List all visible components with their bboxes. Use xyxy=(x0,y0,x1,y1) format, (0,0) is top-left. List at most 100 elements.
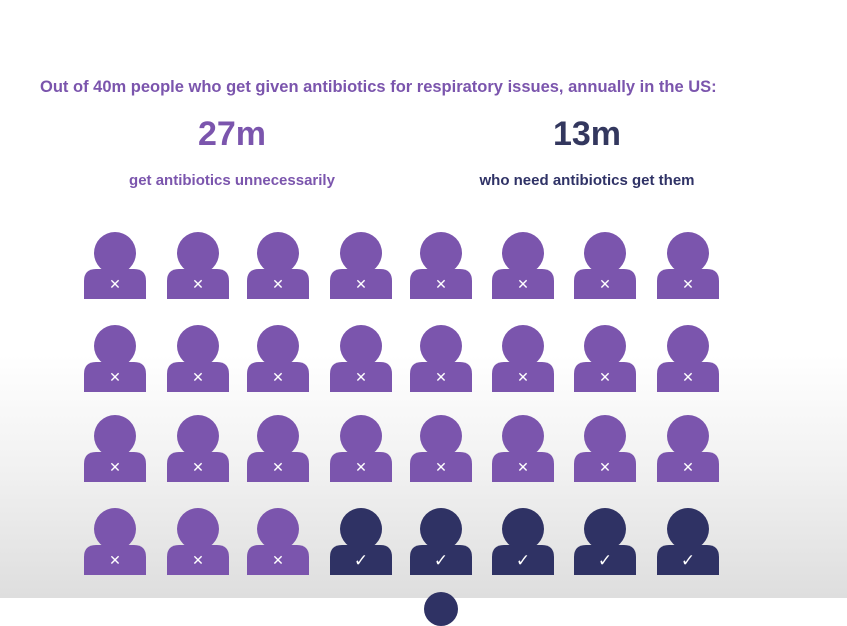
partial-person-icon xyxy=(424,592,458,626)
stat-unnecessary-value: 27m xyxy=(197,115,267,153)
person-body xyxy=(167,362,229,392)
person-body xyxy=(167,452,229,482)
check-icon: ✓ xyxy=(354,551,368,571)
person-body xyxy=(247,362,309,392)
cross-icon: ✕ xyxy=(109,277,121,293)
check-icon: ✓ xyxy=(681,551,695,571)
person-icon-unnecessary: ✕ xyxy=(574,232,636,299)
cross-icon: ✕ xyxy=(192,460,204,476)
cross-icon: ✕ xyxy=(355,370,367,386)
cross-icon: ✕ xyxy=(192,370,204,386)
cross-icon: ✕ xyxy=(109,370,121,386)
cross-icon: ✕ xyxy=(192,553,204,569)
person-head xyxy=(502,232,544,274)
person-icon-unnecessary: ✕ xyxy=(574,415,636,482)
person-body xyxy=(330,545,392,575)
person-icon-unnecessary: ✕ xyxy=(247,508,309,575)
person-head xyxy=(584,508,626,550)
person-head xyxy=(94,508,136,550)
cross-icon: ✕ xyxy=(517,277,529,293)
person-body xyxy=(657,362,719,392)
person-head xyxy=(420,508,462,550)
cross-icon: ✕ xyxy=(435,277,447,293)
person-head xyxy=(584,325,626,367)
person-body xyxy=(410,269,472,299)
cross-icon: ✕ xyxy=(355,277,367,293)
cross-icon: ✕ xyxy=(599,277,611,293)
person-icon-unnecessary: ✕ xyxy=(330,415,392,482)
person-icon-necessary: ✓ xyxy=(574,508,636,575)
person-body xyxy=(574,545,636,575)
person-body xyxy=(410,362,472,392)
person-icon-unnecessary: ✕ xyxy=(247,415,309,482)
person-head xyxy=(584,232,626,274)
person-icon-unnecessary: ✕ xyxy=(410,415,472,482)
person-icon-unnecessary: ✕ xyxy=(410,232,472,299)
cross-icon: ✕ xyxy=(682,277,694,293)
person-body xyxy=(84,452,146,482)
person-body xyxy=(247,545,309,575)
person-head xyxy=(502,508,544,550)
person-head xyxy=(177,508,219,550)
person-body xyxy=(167,545,229,575)
person-body xyxy=(330,269,392,299)
person-icon-unnecessary: ✕ xyxy=(247,232,309,299)
person-body xyxy=(492,545,554,575)
cross-icon: ✕ xyxy=(682,460,694,476)
person-icon-unnecessary: ✕ xyxy=(657,232,719,299)
cross-icon: ✕ xyxy=(272,553,284,569)
person-body xyxy=(410,545,472,575)
person-icon-unnecessary: ✕ xyxy=(167,325,229,392)
person-head xyxy=(667,415,709,457)
cross-icon: ✕ xyxy=(517,370,529,386)
cross-icon: ✕ xyxy=(272,460,284,476)
check-icon: ✓ xyxy=(516,551,530,571)
person-body xyxy=(574,269,636,299)
person-icon-unnecessary: ✕ xyxy=(492,415,554,482)
cross-icon: ✕ xyxy=(599,370,611,386)
person-head xyxy=(502,415,544,457)
person-icon-necessary: ✓ xyxy=(657,508,719,575)
person-body xyxy=(84,269,146,299)
person-icon-unnecessary: ✕ xyxy=(247,325,309,392)
person-icon-necessary: ✓ xyxy=(330,508,392,575)
person-icon-unnecessary: ✕ xyxy=(167,232,229,299)
stat-unnecessary-caption: get antibiotics unnecessarily xyxy=(129,172,335,189)
person-body xyxy=(657,452,719,482)
person-body xyxy=(492,269,554,299)
person-body xyxy=(247,269,309,299)
cross-icon: ✕ xyxy=(435,370,447,386)
person-body xyxy=(84,362,146,392)
stat-necessary-caption: who need antibiotics get them xyxy=(479,172,695,189)
person-head xyxy=(94,232,136,274)
person-head xyxy=(177,232,219,274)
person-body xyxy=(492,362,554,392)
cross-icon: ✕ xyxy=(192,277,204,293)
person-head xyxy=(502,325,544,367)
person-head xyxy=(94,325,136,367)
cross-icon: ✕ xyxy=(109,553,121,569)
stat-unnecessary: 27m get antibiotics unnecessarily xyxy=(82,114,382,189)
person-body xyxy=(574,362,636,392)
person-icon-necessary: ✓ xyxy=(492,508,554,575)
person-body xyxy=(330,452,392,482)
person-body xyxy=(410,452,472,482)
person-icon-unnecessary: ✕ xyxy=(657,325,719,392)
cross-icon: ✕ xyxy=(517,460,529,476)
person-head xyxy=(340,325,382,367)
stat-necessary-value: 13m xyxy=(552,115,622,153)
person-head xyxy=(667,508,709,550)
person-head xyxy=(257,325,299,367)
person-head xyxy=(340,508,382,550)
person-body xyxy=(657,269,719,299)
person-icon-unnecessary: ✕ xyxy=(167,508,229,575)
person-icon-unnecessary: ✕ xyxy=(657,415,719,482)
person-head xyxy=(667,232,709,274)
person-body xyxy=(330,362,392,392)
person-head xyxy=(584,415,626,457)
cross-icon: ✕ xyxy=(272,277,284,293)
person-head xyxy=(177,325,219,367)
stat-necessary: 13m who need antibiotics get them xyxy=(437,114,737,189)
person-icon-unnecessary: ✕ xyxy=(167,415,229,482)
person-icon-unnecessary: ✕ xyxy=(492,325,554,392)
